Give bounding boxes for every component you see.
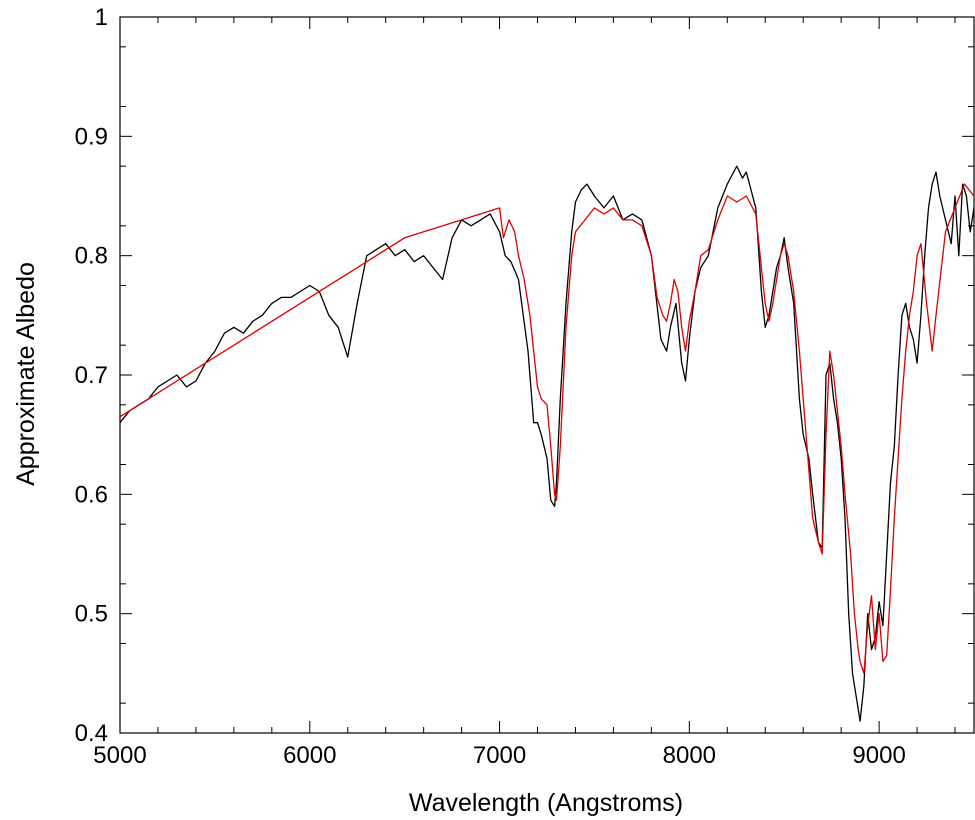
y-tick-label: 0.5: [75, 601, 108, 628]
series-layer: [119, 165, 975, 722]
series-line-1: [119, 165, 975, 722]
x-tick-label: 6000: [283, 742, 336, 769]
y-tick-label: 1: [95, 4, 108, 31]
plot-border: [119, 16, 975, 734]
y-tick-label: 0.7: [75, 362, 108, 389]
y-tick-label: 0.9: [75, 123, 108, 150]
x-axis-ticks: 5000 6000 7000 8000 9000: [93, 17, 956, 769]
plot-frame: [119, 16, 975, 734]
y-tick-label: 0.8: [75, 243, 108, 270]
x-axis-title: Wavelength (Angstroms): [409, 789, 683, 817]
y-axis-title: Approximate Albedo: [12, 262, 40, 486]
y-tick-label: 0.6: [75, 481, 108, 508]
x-tick-label: 7000: [473, 742, 526, 769]
series-line-2: [119, 183, 975, 674]
y-axis-ticks: 0.4 0.5 0.6 0.7 0.8 0.9 1: [75, 4, 974, 747]
x-tick-label: 9000: [852, 742, 905, 769]
x-tick-label: 8000: [663, 742, 716, 769]
x-tick-label: 5000: [93, 742, 146, 769]
y-tick-label: 0.4: [75, 720, 108, 747]
